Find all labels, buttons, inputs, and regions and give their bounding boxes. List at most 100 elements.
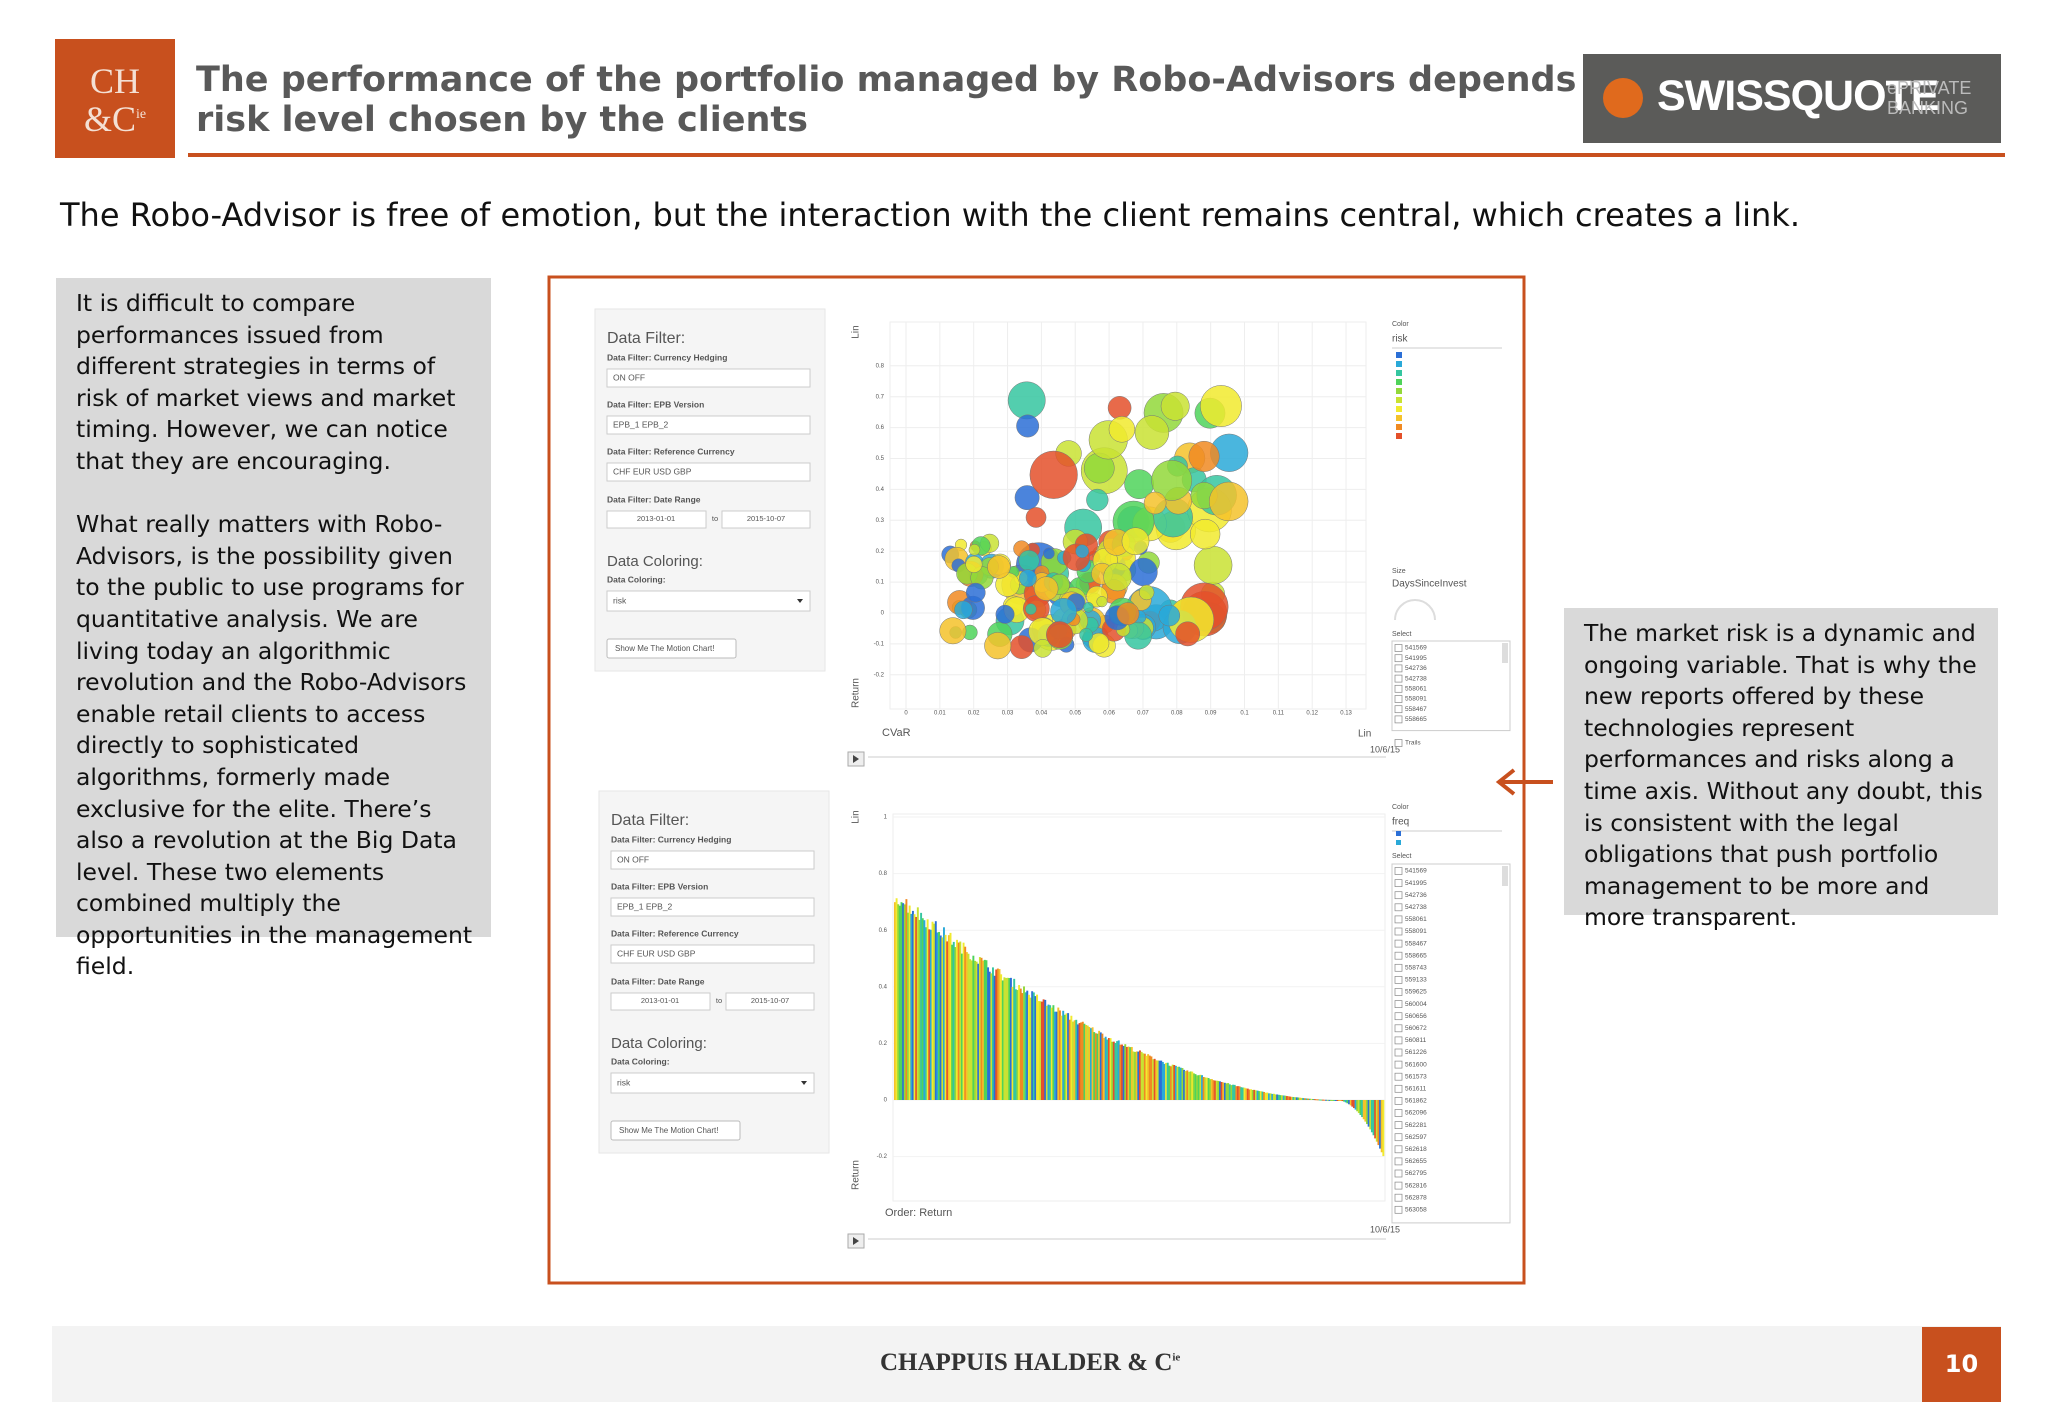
bar <box>1014 989 1017 1100</box>
bubble <box>1007 381 1046 420</box>
bar <box>1217 1080 1220 1100</box>
label: Order: Return <box>885 1207 952 1219</box>
bubble <box>1188 440 1220 472</box>
bar <box>956 939 958 1100</box>
bar <box>1305 1098 1308 1100</box>
label: Data Filter: EPB Version <box>607 399 704 409</box>
label: 0.08 <box>1171 711 1183 717</box>
bar <box>1215 1080 1218 1100</box>
bubble <box>1018 550 1040 572</box>
bar <box>1101 1033 1104 1100</box>
bar <box>998 969 1001 1100</box>
bar <box>1230 1085 1233 1100</box>
bar <box>939 935 942 1100</box>
bar <box>964 946 967 1100</box>
bubble <box>1034 576 1059 601</box>
bar <box>1307 1098 1310 1100</box>
right-note: The market risk is a dynamic and ongoing… <box>1564 608 1998 931</box>
label: Data Filter: Currency Hedging <box>611 834 731 844</box>
bar <box>1135 1051 1138 1100</box>
label: Trails <box>1405 740 1421 747</box>
bar <box>1209 1079 1212 1100</box>
bar <box>974 960 976 1100</box>
label: 0.04 <box>1036 711 1048 717</box>
bar <box>1289 1096 1292 1100</box>
bar <box>1344 1100 1347 1103</box>
bar <box>951 944 954 1100</box>
bar <box>1336 1100 1339 1101</box>
bar <box>1256 1090 1259 1100</box>
bubble <box>1019 569 1037 588</box>
bar <box>895 898 898 1100</box>
bar <box>1354 1100 1357 1110</box>
bubble <box>1143 491 1167 515</box>
bar <box>1166 1062 1169 1100</box>
select-list <box>1391 640 1511 732</box>
bar <box>1367 1100 1370 1127</box>
bar <box>934 921 937 1100</box>
bar <box>954 947 957 1100</box>
label: 0 <box>904 711 908 717</box>
bubble <box>1121 527 1150 556</box>
bar <box>1008 978 1011 1100</box>
bar <box>1352 1100 1355 1109</box>
bubble <box>1029 450 1078 499</box>
bar <box>1233 1084 1236 1100</box>
bar <box>1241 1087 1244 1100</box>
bar <box>1078 1023 1081 1100</box>
bar <box>1335 1100 1337 1101</box>
label: 561862 <box>1405 1098 1427 1105</box>
filter-input <box>610 897 815 917</box>
bar <box>1250 1089 1252 1100</box>
bar <box>1220 1082 1223 1100</box>
bar <box>947 935 950 1100</box>
label: 558665 <box>1405 952 1427 959</box>
bar <box>952 941 955 1100</box>
bar <box>1320 1099 1323 1101</box>
bar <box>1117 1040 1120 1100</box>
brand-tag: ePRIVATE BANKING <box>1887 78 1971 118</box>
bar <box>1000 974 1003 1100</box>
label: Lin <box>1358 729 1371 740</box>
label: 558467 <box>1405 706 1427 713</box>
bar <box>1281 1095 1284 1100</box>
filter-panel <box>598 790 830 1154</box>
bubble <box>1158 604 1181 627</box>
bubble <box>954 600 973 620</box>
bar <box>1140 1051 1143 1100</box>
label: ON OFF <box>617 854 649 864</box>
bar <box>1362 1100 1365 1120</box>
bar <box>902 903 905 1100</box>
label: 558091 <box>1405 696 1427 703</box>
bar <box>1212 1080 1215 1100</box>
label: 0.09 <box>1205 711 1217 717</box>
checkbox <box>1394 1169 1403 1178</box>
label: 0.2 <box>876 549 885 555</box>
bar <box>996 968 999 1100</box>
label: 558743 <box>1405 965 1427 972</box>
bar <box>915 916 918 1100</box>
label: risk <box>613 595 627 605</box>
bar <box>1243 1087 1246 1100</box>
label: 562618 <box>1405 1146 1427 1153</box>
bar <box>1029 997 1032 1100</box>
bar <box>1044 999 1047 1100</box>
checkbox <box>1394 1205 1403 1214</box>
bar <box>926 919 929 1100</box>
checkbox <box>1394 1133 1403 1142</box>
bar <box>1238 1086 1241 1100</box>
label: 0.8 <box>876 363 885 369</box>
label: 0 <box>881 611 885 617</box>
checkbox <box>1394 1048 1403 1057</box>
bar <box>1379 1100 1382 1149</box>
bar <box>1276 1094 1279 1100</box>
checkbox <box>1394 674 1403 683</box>
label: to <box>716 996 722 1005</box>
bar <box>1372 1100 1375 1136</box>
label: -0.2 <box>877 1154 888 1160</box>
bar <box>903 904 906 1100</box>
label: 541569 <box>1405 645 1427 652</box>
bar <box>1067 1013 1070 1100</box>
motion-button <box>606 638 737 659</box>
